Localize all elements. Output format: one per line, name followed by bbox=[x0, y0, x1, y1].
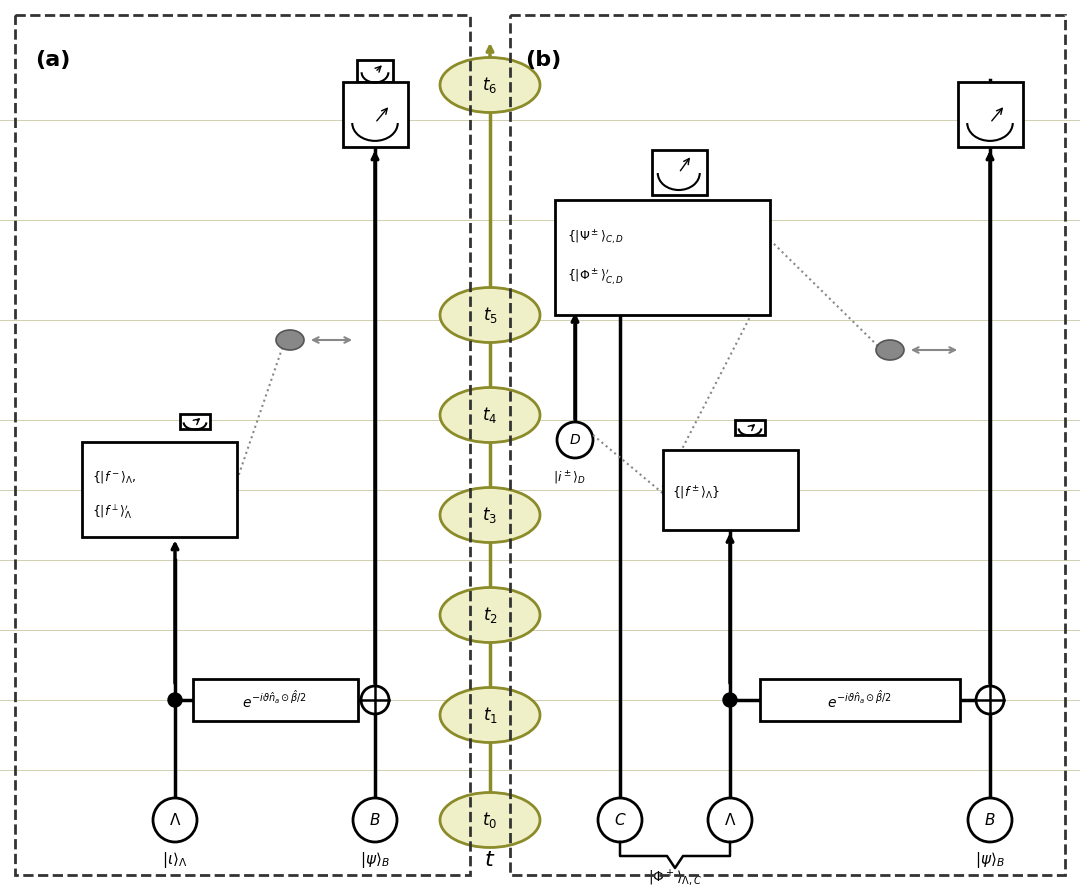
Text: $B$: $B$ bbox=[984, 812, 996, 828]
Bar bbox=[958, 82, 1023, 148]
Text: $|\Phi^+\rangle_{\Lambda,C}$: $|\Phi^+\rangle_{\Lambda,C}$ bbox=[648, 868, 702, 888]
Bar bbox=[357, 60, 393, 82]
Text: $\{|f^-\rangle_\Lambda,$: $\{|f^-\rangle_\Lambda,$ bbox=[92, 469, 137, 485]
Text: $t_3$: $t_3$ bbox=[483, 505, 498, 525]
Bar bbox=[555, 200, 770, 315]
Ellipse shape bbox=[440, 792, 540, 848]
Text: $\{|\Phi^\pm\rangle_{C,D}'$: $\{|\Phi^\pm\rangle_{C,D}'$ bbox=[567, 268, 624, 288]
Circle shape bbox=[353, 798, 397, 842]
Text: $t_4$: $t_4$ bbox=[483, 405, 498, 425]
Text: (b): (b) bbox=[525, 50, 562, 70]
Bar bbox=[15, 15, 470, 875]
Text: $t_6$: $t_6$ bbox=[483, 75, 498, 95]
Text: $D$: $D$ bbox=[569, 433, 581, 447]
Text: $|\psi\rangle_B$: $|\psi\rangle_B$ bbox=[360, 850, 390, 870]
Bar bbox=[760, 679, 960, 721]
Ellipse shape bbox=[440, 57, 540, 113]
Circle shape bbox=[976, 686, 1004, 714]
Circle shape bbox=[598, 798, 642, 842]
Circle shape bbox=[153, 798, 197, 842]
Circle shape bbox=[557, 422, 593, 458]
Bar bbox=[342, 82, 407, 148]
Circle shape bbox=[361, 686, 389, 714]
Ellipse shape bbox=[440, 387, 540, 443]
Text: $t_5$: $t_5$ bbox=[483, 305, 498, 325]
Ellipse shape bbox=[440, 588, 540, 642]
Text: $C$: $C$ bbox=[613, 812, 626, 828]
Circle shape bbox=[723, 693, 737, 707]
Text: $|\iota\rangle_\Lambda$: $|\iota\rangle_\Lambda$ bbox=[162, 850, 188, 870]
Text: (a): (a) bbox=[35, 50, 70, 70]
Bar bbox=[510, 15, 1065, 875]
Circle shape bbox=[168, 693, 183, 707]
Bar bbox=[192, 679, 357, 721]
Text: $\Lambda$: $\Lambda$ bbox=[724, 812, 737, 828]
Bar bbox=[734, 419, 765, 435]
Text: $t_0$: $t_0$ bbox=[483, 810, 498, 830]
Text: $\Lambda$: $\Lambda$ bbox=[168, 812, 181, 828]
Circle shape bbox=[708, 798, 752, 842]
Bar bbox=[662, 450, 797, 530]
Text: $\{|\Psi^\pm\rangle_{C,D}$: $\{|\Psi^\pm\rangle_{C,D}$ bbox=[567, 228, 624, 247]
Circle shape bbox=[968, 798, 1012, 842]
Text: $\{|f^\perp\rangle_\Lambda'$: $\{|f^\perp\rangle_\Lambda'$ bbox=[92, 503, 133, 521]
Text: $|i^\pm\rangle_D$: $|i^\pm\rangle_D$ bbox=[553, 470, 586, 487]
Ellipse shape bbox=[440, 288, 540, 342]
Text: $|\psi\rangle_B$: $|\psi\rangle_B$ bbox=[975, 850, 1005, 870]
Ellipse shape bbox=[876, 340, 904, 360]
Text: $e^{-i\vartheta\hat{n}_a\odot\hat{\beta}/2}$: $e^{-i\vartheta\hat{n}_a\odot\hat{\beta}… bbox=[243, 689, 308, 711]
Text: $t$: $t$ bbox=[484, 849, 496, 871]
Bar bbox=[82, 443, 237, 538]
Ellipse shape bbox=[440, 487, 540, 542]
Text: $e^{-i\vartheta\hat{n}_a\odot\hat{\beta}/2}$: $e^{-i\vartheta\hat{n}_a\odot\hat{\beta}… bbox=[827, 689, 892, 711]
Text: $t_2$: $t_2$ bbox=[483, 605, 498, 625]
Text: $t_1$: $t_1$ bbox=[483, 705, 498, 725]
Text: $\{|f^\pm\rangle_\Lambda\}$: $\{|f^\pm\rangle_\Lambda\}$ bbox=[673, 485, 721, 502]
Ellipse shape bbox=[276, 330, 303, 350]
Bar bbox=[180, 414, 211, 429]
Text: $B$: $B$ bbox=[369, 812, 381, 828]
Bar bbox=[651, 150, 706, 195]
Ellipse shape bbox=[440, 687, 540, 743]
